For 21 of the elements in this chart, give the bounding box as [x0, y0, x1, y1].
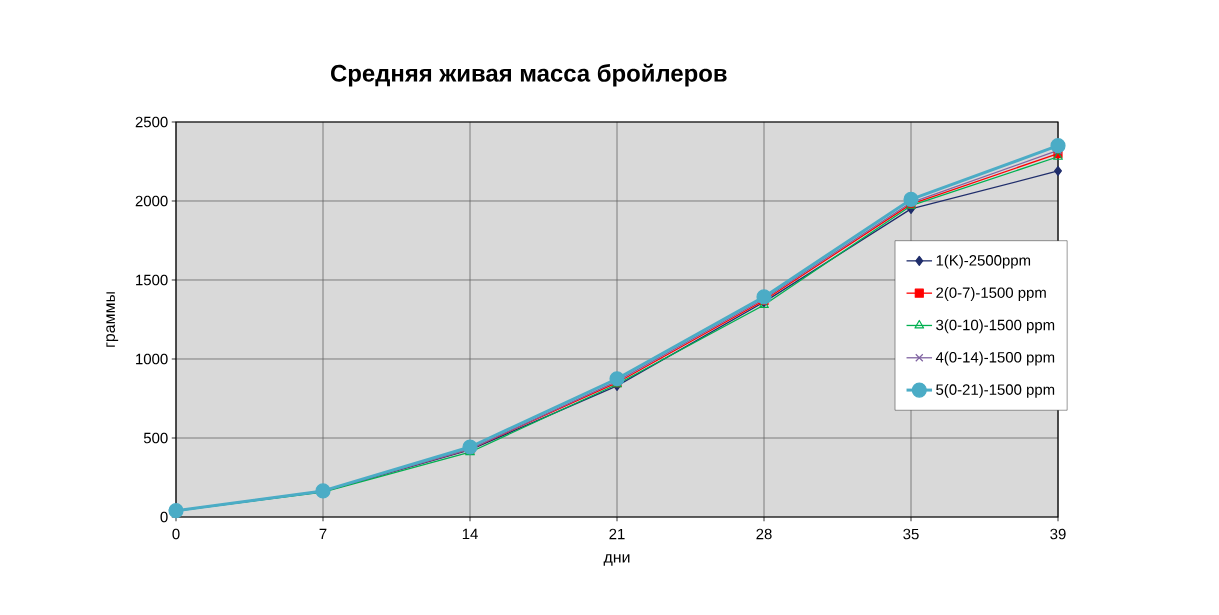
legend-label: 2(0-7)-1500 ppm: [936, 287, 1046, 301]
y-tick-label: 1000: [136, 353, 168, 365]
x-tick-label: 7: [319, 528, 327, 540]
x-axis-title: дни: [603, 554, 630, 566]
legend-label: 4(0-14)-1500 ppm: [935, 351, 1055, 366]
y-tick-label: 0: [160, 511, 168, 523]
y-tick-label: 2500: [135, 116, 168, 128]
y-tick-label: 2000: [135, 195, 168, 207]
x-tick-label: 14: [462, 528, 478, 540]
x-tick-label: 0: [172, 528, 180, 540]
x-tick-label: 21: [609, 528, 625, 540]
y-axis-title: граммы: [106, 292, 119, 347]
legend-label: 1(K)-2500ppm: [936, 254, 1031, 269]
legend-label: 5(0-21)-1500 ppm: [936, 383, 1055, 398]
y-tick-label: 500: [143, 432, 168, 444]
x-tick-label: 35: [903, 528, 919, 540]
legend-label: 3(0-10)-1500 ppm: [936, 319, 1055, 334]
x-tick-label: 39: [1050, 528, 1066, 540]
x-tick-label: 28: [756, 528, 772, 540]
y-tick-label: 1500: [136, 274, 168, 286]
chart-title: Средняя живая масса бройлеров: [331, 63, 727, 87]
